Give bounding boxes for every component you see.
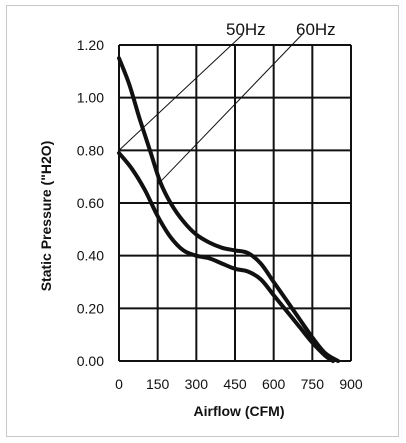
y-tick-labels: 0.00 0.20 0.40 0.60 0.80 1.00 1.20 xyxy=(77,37,104,369)
y-tick-label-4: 0.80 xyxy=(77,142,104,158)
x-tick-labels: 0 150 300 450 600 750 900 xyxy=(115,376,363,392)
y-tick-label-3: 0.60 xyxy=(77,195,104,211)
reference-label-60hz: 60Hz xyxy=(296,20,336,39)
series-layer xyxy=(117,56,341,363)
reference-lines xyxy=(119,34,303,185)
y-tick-label-6: 1.20 xyxy=(77,37,104,53)
x-tick-label-4: 600 xyxy=(262,376,286,392)
x-tick-label-1: 150 xyxy=(146,376,170,392)
series-line-60hz xyxy=(117,56,341,363)
x-tick-label-0: 0 xyxy=(115,376,123,392)
y-tick-label-2: 0.40 xyxy=(77,248,104,264)
x-tick-label-5: 750 xyxy=(301,376,325,392)
chart-frame xyxy=(6,5,399,437)
y-tick-label-5: 1.00 xyxy=(77,90,104,106)
x-tick-label-2: 300 xyxy=(185,376,209,392)
x-tick-label-6: 900 xyxy=(339,376,363,392)
reference-line-50hz xyxy=(119,34,244,151)
reference-label-50hz: 50Hz xyxy=(226,20,266,39)
y-tick-label-1: 0.20 xyxy=(77,300,104,316)
y-tick-label-0: 0.00 xyxy=(77,353,104,369)
grid xyxy=(118,44,352,362)
reference-line-60hz xyxy=(157,34,303,185)
series-line-50hz xyxy=(117,151,335,363)
y-axis-title: Static Pressure ("H2O) xyxy=(38,141,54,292)
x-axis-title: Airflow (CFM) xyxy=(194,403,285,419)
x-tick-label-3: 450 xyxy=(223,376,247,392)
